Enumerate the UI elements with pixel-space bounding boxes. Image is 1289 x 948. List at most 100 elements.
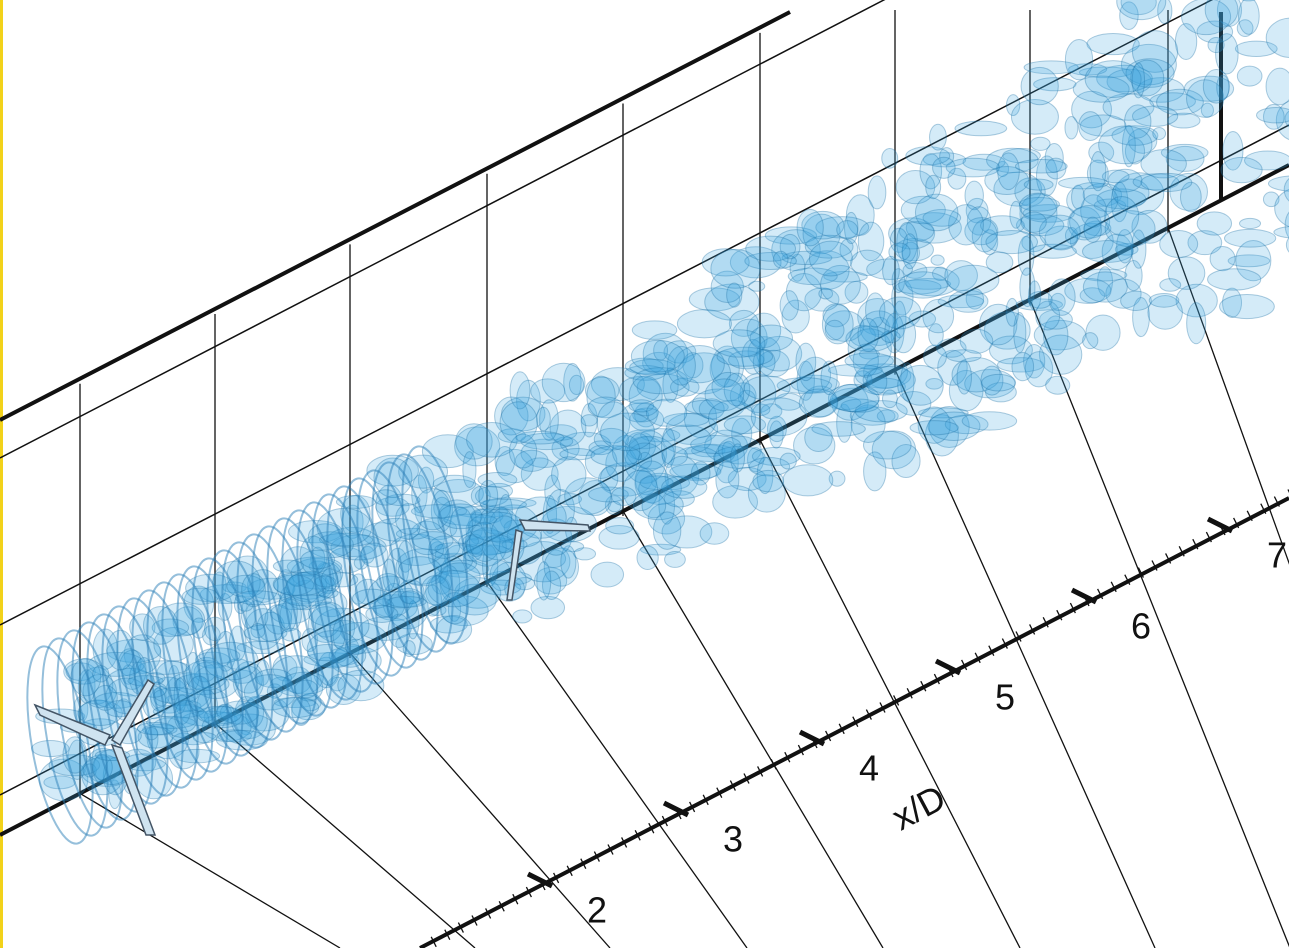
- wake-cell: [858, 318, 879, 351]
- wake-cell: [1090, 152, 1106, 191]
- wake-cell: [879, 297, 921, 329]
- wake-cell: [1046, 376, 1070, 394]
- wake-cell: [632, 321, 677, 339]
- wake-cell: [955, 121, 1007, 136]
- wake-cell: [500, 402, 537, 443]
- wake-cell: [1028, 291, 1052, 308]
- wake-cell: [753, 470, 784, 491]
- wake-cell: [962, 412, 1016, 430]
- wake-cell: [591, 562, 624, 587]
- wake-cell: [1079, 112, 1102, 141]
- wake-cell: [998, 153, 1020, 190]
- wake-cell: [821, 361, 837, 395]
- wake-cell: [705, 379, 744, 411]
- wake-cell: [930, 124, 947, 150]
- wake-cell: [780, 453, 796, 469]
- wake-cell: [1149, 293, 1179, 307]
- wake-cell: [837, 221, 858, 239]
- wake-cell: [1083, 333, 1098, 349]
- wake-cell: [478, 472, 517, 487]
- wake-cell: [889, 243, 910, 261]
- wake-cell: [809, 241, 852, 276]
- wake-cell: [1221, 157, 1262, 182]
- wake-cell: [1065, 116, 1078, 139]
- wake-cell: [1203, 70, 1229, 104]
- tick-label: 7: [1267, 535, 1287, 576]
- wake-cell: [1012, 352, 1034, 380]
- wake-cell: [1208, 269, 1261, 290]
- wake-cell: [1099, 126, 1152, 164]
- wake-cell: [537, 562, 551, 601]
- tick-label: 6: [1131, 606, 1151, 647]
- wake-cell: [1210, 247, 1235, 271]
- wake-cell: [1224, 229, 1275, 247]
- wake-cell: [611, 487, 635, 505]
- wake-cell: [926, 175, 941, 198]
- wake-cell: [727, 283, 742, 307]
- wake-cell: [581, 415, 597, 426]
- wake-cell: [773, 251, 788, 268]
- wake-cell: [662, 476, 707, 498]
- wake-cell: [513, 610, 532, 623]
- wake-cell: [982, 374, 1016, 391]
- wake-cell: [1084, 217, 1101, 242]
- tick-label: 5: [995, 677, 1015, 718]
- wake-cell: [751, 398, 807, 436]
- wake-cell: [1083, 272, 1127, 302]
- wake-cell: [642, 494, 666, 518]
- wake-cell: [1021, 212, 1046, 232]
- wake-cell: [542, 363, 585, 401]
- wake-cell: [960, 329, 993, 353]
- wake-cell: [606, 518, 634, 534]
- tick-label: 4: [859, 748, 879, 789]
- wake-cell: [915, 194, 958, 231]
- wake-cell: [574, 548, 596, 560]
- wake-cell: [1049, 279, 1076, 316]
- wake-cell: [1105, 197, 1139, 236]
- wake-visualization: x/D 234567: [0, 0, 1289, 948]
- wake-cell: [1141, 173, 1192, 191]
- wake-cell: [713, 330, 765, 357]
- wake-cell: [805, 424, 833, 452]
- wake-cell: [107, 630, 134, 670]
- wake-cell: [1132, 63, 1144, 98]
- wake-cell: [731, 444, 745, 472]
- wake-cell: [601, 413, 655, 451]
- wake-cell: [1240, 218, 1261, 228]
- wake-cell: [882, 390, 897, 408]
- wake-cell: [1006, 298, 1018, 326]
- wake-cell: [637, 546, 658, 570]
- wake-cell: [868, 176, 886, 209]
- wake-cell: [1237, 66, 1262, 86]
- wake-cell: [899, 272, 948, 298]
- wake-cell: [882, 148, 898, 168]
- wake-cell: [601, 467, 618, 491]
- wake-cell: [1015, 160, 1067, 173]
- wake-cell: [783, 465, 833, 496]
- wake-cell: [631, 340, 684, 372]
- wake-cell: [700, 523, 729, 545]
- wake-cell: [1160, 230, 1198, 257]
- wake-cell: [957, 361, 971, 394]
- wake-cell: [1187, 303, 1206, 344]
- wake-cell: [537, 407, 551, 430]
- wake-cell: [825, 320, 844, 340]
- wake-cell: [910, 421, 958, 435]
- wake-cell: [931, 255, 944, 265]
- wake-cell: [1024, 179, 1053, 190]
- wake-cell: [1031, 137, 1050, 150]
- wake-cell: [137, 722, 174, 734]
- wake-cell: [986, 231, 1038, 254]
- wake-cell: [933, 157, 956, 178]
- wake-cell: [1021, 67, 1058, 104]
- wake-cell: [552, 457, 586, 493]
- wake-cell: [898, 365, 944, 405]
- wake-cell: [882, 331, 901, 343]
- wake-cell: [665, 552, 686, 568]
- tick-label: 2: [587, 890, 607, 931]
- wake-cell: [1208, 37, 1224, 52]
- wake-cell: [924, 345, 947, 368]
- wake-cell: [646, 399, 686, 426]
- wake-cell: [1153, 127, 1166, 139]
- wake-cell: [797, 209, 823, 246]
